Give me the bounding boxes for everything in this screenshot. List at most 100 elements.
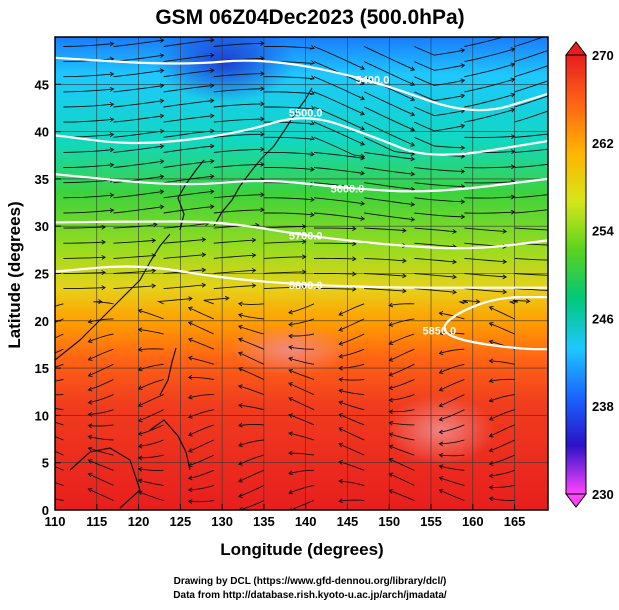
- streamline: [338, 443, 365, 456]
- streamline-arrow: [237, 422, 243, 428]
- streamline-arrow: [201, 282, 207, 288]
- streamline: [263, 256, 306, 259]
- streamline: [313, 151, 365, 159]
- streamline: [138, 348, 164, 351]
- streamline: [338, 318, 365, 331]
- streamline-arrow: [224, 295, 230, 301]
- contour-line: [443, 296, 548, 351]
- streamline-arrow: [553, 258, 557, 262]
- streamline-arrow: [151, 238, 157, 243]
- y-tick-label: 5: [42, 456, 49, 471]
- streamline-arrow: [209, 143, 215, 149]
- streamline-arrow: [209, 83, 215, 89]
- x-tick-label: 150: [378, 514, 400, 529]
- streamline-arrow: [187, 475, 193, 481]
- streamline: [213, 163, 264, 168]
- streamline: [138, 491, 164, 501]
- streamline: [63, 209, 114, 214]
- streamline: [288, 382, 315, 396]
- streamline: [55, 394, 64, 396]
- streamline-arrow: [238, 506, 243, 510]
- streamline: [464, 211, 515, 214]
- streamline: [213, 118, 264, 123]
- x-tick-label: 155: [420, 514, 442, 529]
- streamline-arrow: [301, 269, 307, 275]
- streamline: [163, 69, 214, 78]
- streamline-arrow: [460, 214, 466, 220]
- streamline: [188, 377, 214, 380]
- streamline: [389, 409, 415, 413]
- streamline-arrow: [338, 388, 344, 394]
- streamline: [313, 91, 365, 115]
- streamline: [414, 106, 465, 117]
- streamline-arrow: [438, 310, 444, 316]
- streamline-arrow: [137, 417, 143, 423]
- streamline-arrow: [388, 432, 394, 438]
- streamline: [489, 409, 515, 421]
- streamline-arrow: [410, 81, 416, 87]
- streamline: [113, 190, 164, 199]
- streamline-arrow: [410, 66, 416, 71]
- y-tick-label: 40: [35, 125, 49, 140]
- streamline-arrow: [210, 158, 215, 164]
- streamline-arrow: [488, 339, 494, 345]
- streamline: [203, 297, 229, 305]
- streamline-arrow: [237, 478, 243, 483]
- streamline-arrow: [310, 135, 315, 141]
- streamline: [389, 348, 415, 362]
- streamline-arrow: [488, 484, 494, 490]
- streamline: [514, 257, 548, 261]
- streamline: [338, 427, 365, 441]
- streamline: [55, 466, 64, 471]
- streamline-arrow: [301, 239, 307, 245]
- streamline-arrow: [352, 226, 357, 231]
- streamline: [514, 110, 548, 123]
- streamline-arrow: [553, 243, 557, 247]
- streamline-arrow: [388, 385, 394, 391]
- streamline-arrow: [561, 176, 565, 180]
- streamline: [113, 254, 156, 259]
- streamline-arrow: [251, 252, 257, 258]
- streamline-arrow: [159, 83, 165, 89]
- streamline: [313, 106, 365, 130]
- streamline-arrow: [109, 41, 115, 47]
- streamline: [364, 212, 415, 221]
- streamline: [55, 348, 64, 354]
- streamline: [314, 288, 356, 290]
- streamline: [88, 459, 114, 471]
- streamline-arrow: [210, 189, 215, 195]
- streamline-arrow: [452, 274, 457, 280]
- streamline-arrow: [237, 367, 243, 372]
- streamlines: [38, 37, 565, 510]
- streamline-arrow: [310, 45, 315, 50]
- cold-core-shading: [155, 37, 295, 102]
- streamline: [414, 167, 465, 172]
- streamline-arrow: [561, 191, 565, 195]
- streamline: [288, 303, 315, 314]
- streamline-arrow: [159, 159, 165, 164]
- streamline-arrow: [388, 409, 394, 415]
- colorbar-bottom-arrow: [564, 493, 588, 508]
- streamline-arrow: [260, 86, 265, 92]
- streamline-arrow: [109, 147, 115, 153]
- streamline-arrow: [101, 239, 106, 245]
- height-contours: 5400.0 5500.0 5600.0 5700.0 5800.0 5850.0: [55, 56, 548, 351]
- streamline: [213, 133, 264, 138]
- streamline-arrow: [109, 86, 115, 92]
- streamline-arrow: [310, 166, 315, 172]
- streamline-arrow: [452, 289, 457, 295]
- colorbar-label: 238: [592, 399, 614, 414]
- streamline: [163, 145, 214, 153]
- streamline-arrow: [553, 289, 557, 293]
- streamline: [263, 45, 315, 49]
- streamline: [414, 197, 465, 203]
- streamline: [464, 273, 507, 278]
- streamline-arrow: [38, 380, 42, 384]
- colorbar-top-arrow: [564, 41, 588, 56]
- streamline: [314, 227, 356, 230]
- streamline: [489, 306, 515, 320]
- streamline-arrow: [460, 145, 466, 151]
- streamline-arrow: [488, 447, 494, 453]
- streamline: [263, 76, 315, 80]
- streamline: [439, 332, 465, 335]
